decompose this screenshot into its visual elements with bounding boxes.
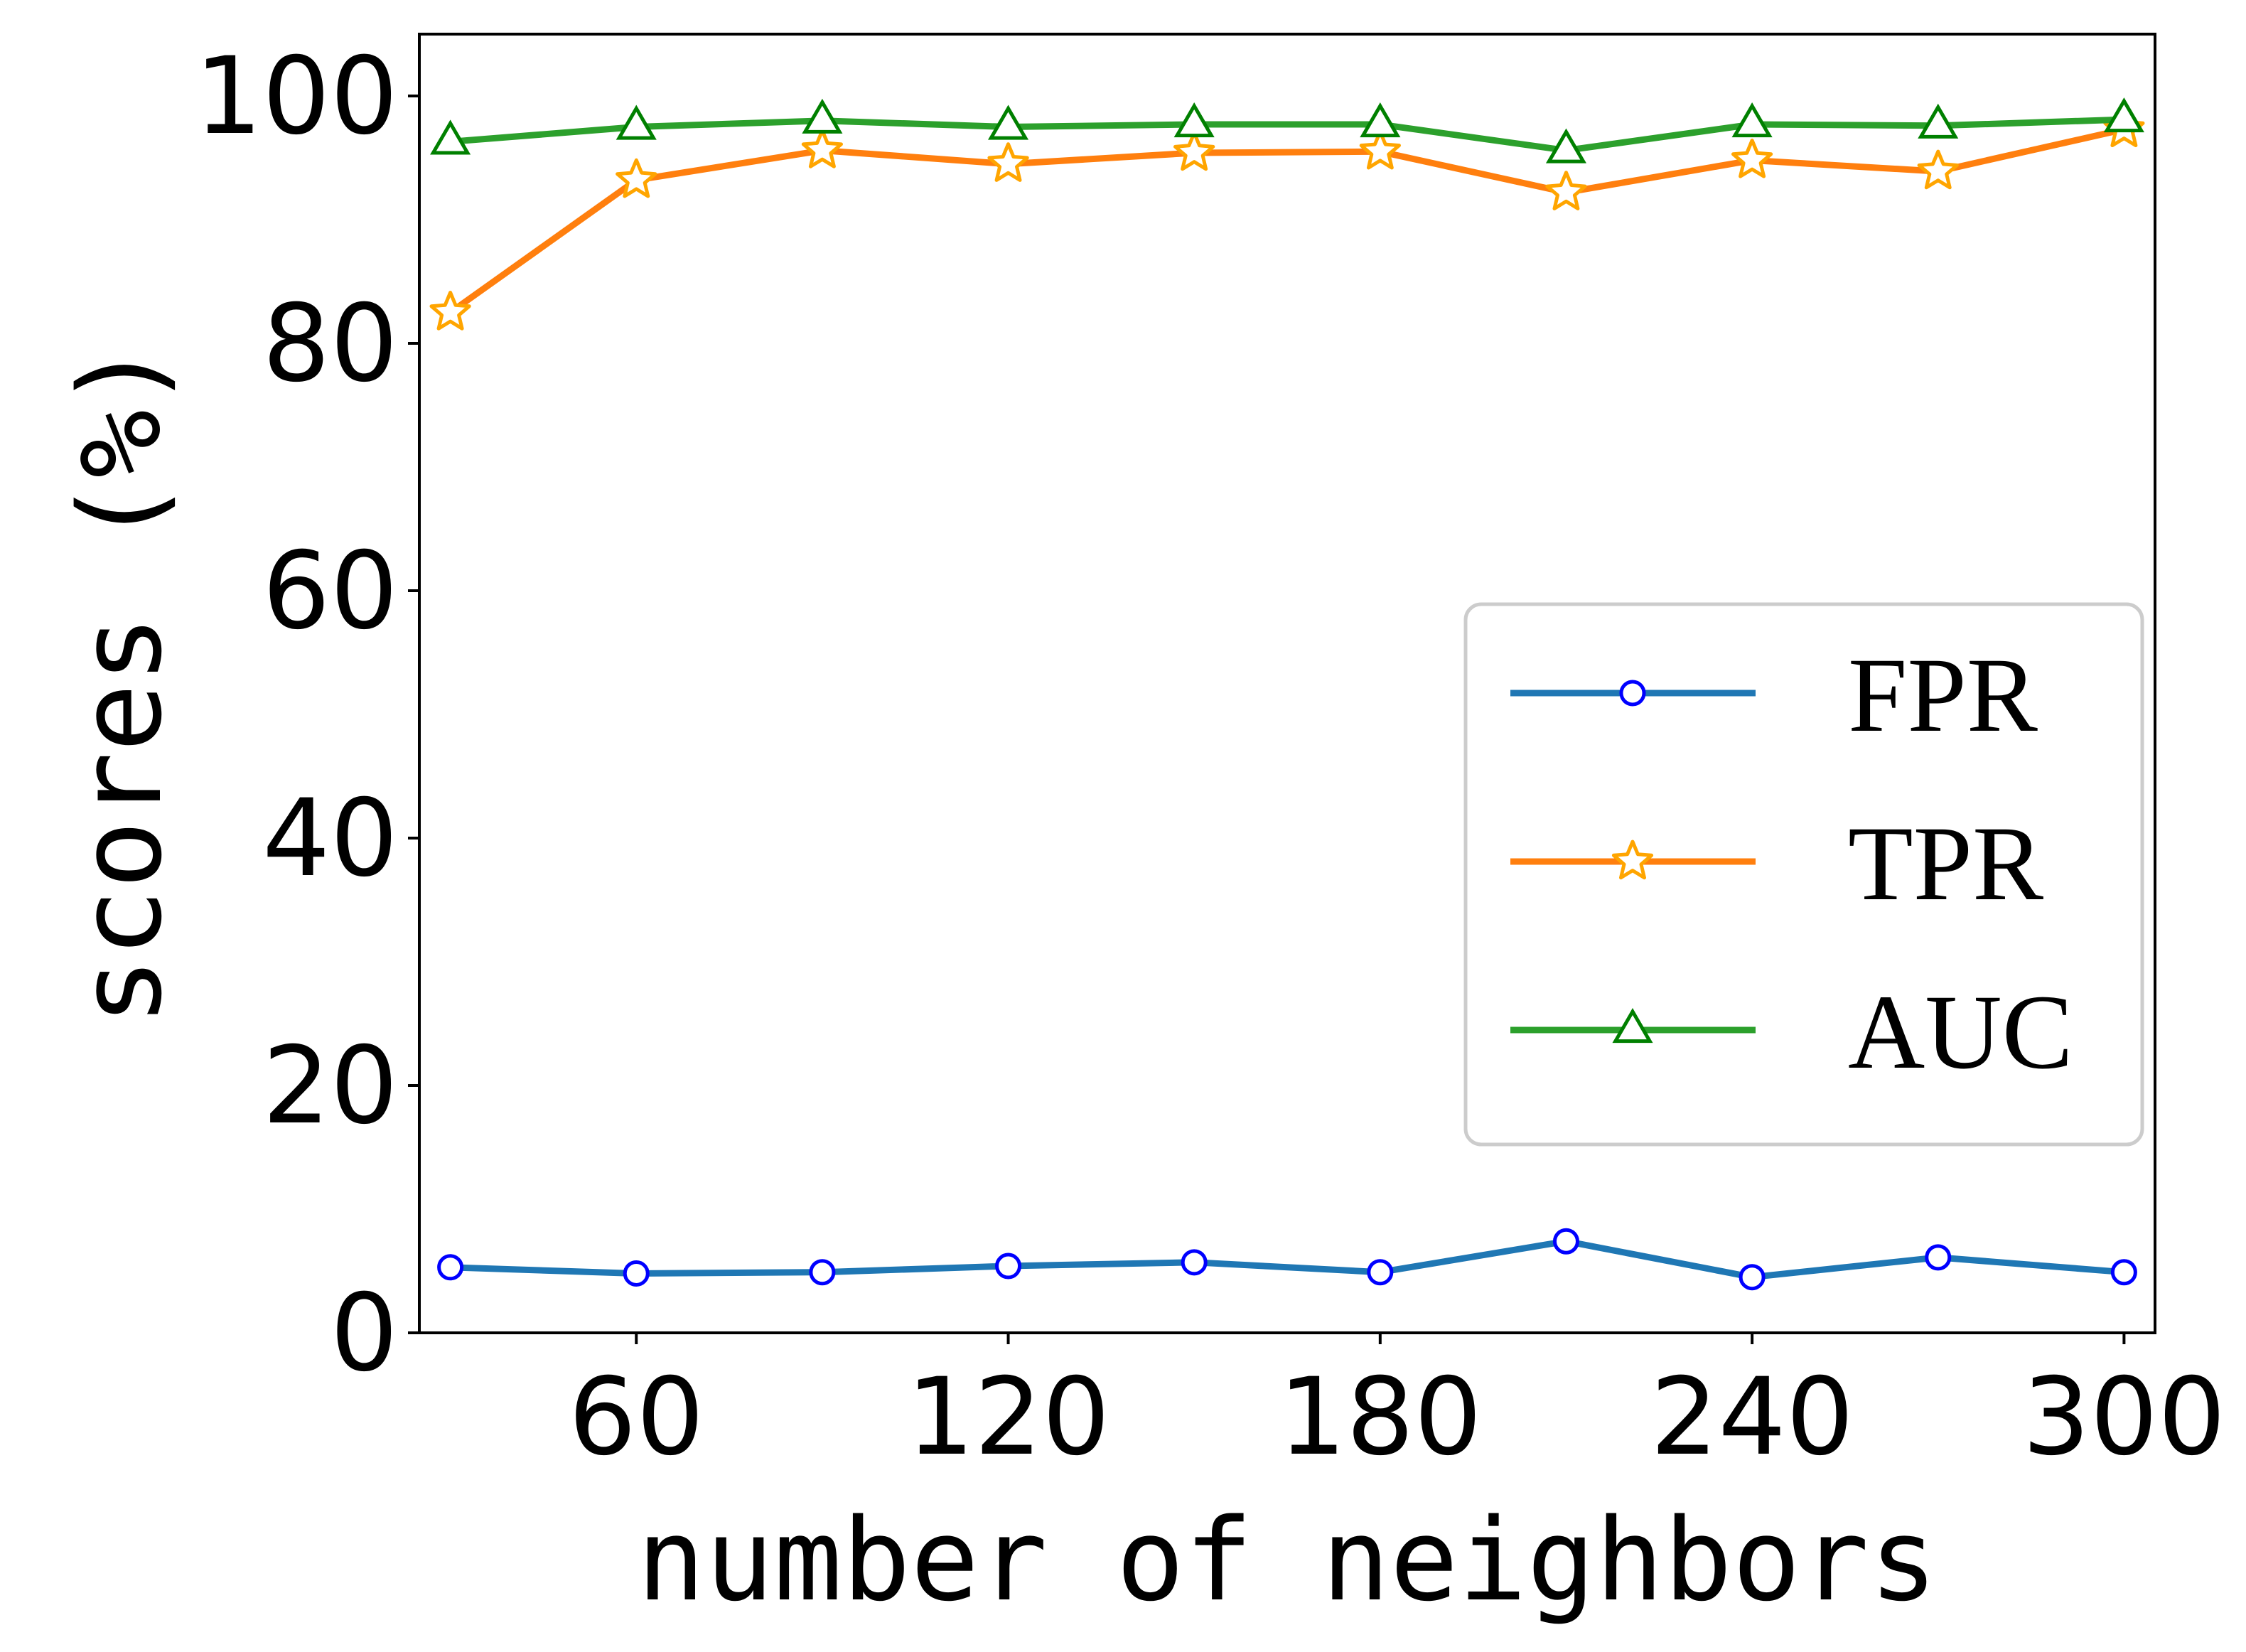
- data-point-auc: [1545, 128, 1586, 163]
- data-point-fpr: [2110, 1259, 2137, 1286]
- data-point-auc: [430, 119, 471, 155]
- legend-item-auc: AUC: [1510, 973, 2073, 1091]
- data-point-tpr: [987, 142, 1029, 182]
- data-point-fpr: [1739, 1264, 1766, 1291]
- plot-frame: [418, 33, 2156, 1334]
- data-point-auc: [802, 98, 843, 134]
- legend-marker-auc: [1612, 1008, 1653, 1044]
- data-point-tpr: [801, 129, 843, 168]
- data-point-auc: [616, 104, 657, 140]
- series-fpr: [437, 1228, 2137, 1291]
- y-axis-title: scores (%): [54, 341, 187, 1026]
- legend-label-fpr: FPR: [1848, 636, 2038, 754]
- data-point-fpr: [995, 1253, 1022, 1280]
- x-tick-label: 120: [906, 1356, 1109, 1479]
- y-tick-label: 20: [262, 1024, 398, 1148]
- series-line-auc: [450, 116, 2124, 154]
- series-tpr: [429, 107, 2145, 331]
- x-tick-label: 240: [1650, 1356, 1854, 1479]
- data-point-tpr: [616, 158, 657, 198]
- data-point-fpr: [809, 1259, 836, 1286]
- x-axis-title: number of neighbors: [637, 1493, 1938, 1626]
- series-layer: [429, 97, 2145, 1291]
- data-point-tpr: [1731, 139, 1773, 178]
- y-tick-label: 60: [262, 530, 398, 653]
- legend-item-fpr: FPR: [1510, 636, 2038, 754]
- data-point-fpr: [623, 1260, 650, 1287]
- data-point-auc: [1173, 102, 1215, 138]
- x-tick-label: 300: [2022, 1356, 2225, 1479]
- data-point-auc: [1731, 102, 1773, 138]
- data-point-auc: [2103, 97, 2144, 133]
- data-point-fpr: [1925, 1244, 1952, 1271]
- legend-marker-tpr: [1611, 840, 1654, 880]
- data-point-fpr: [1552, 1228, 1579, 1255]
- legend-label-auc: AUC: [1848, 973, 2073, 1091]
- x-tick-label: 180: [1279, 1356, 1482, 1479]
- data-point-fpr: [1367, 1259, 1394, 1286]
- data-point-fpr: [437, 1254, 464, 1281]
- x-tick-label: 60: [569, 1356, 704, 1479]
- y-tick-label: 100: [195, 35, 398, 159]
- legend-marker-fpr: [1619, 680, 1646, 707]
- legend-item-tpr: TPR: [1510, 805, 2043, 923]
- legend: FPR TPR AUC: [1463, 602, 2144, 1147]
- data-point-tpr: [1173, 131, 1215, 171]
- data-point-auc: [1360, 102, 1401, 138]
- y-tick-label: 40: [262, 777, 398, 901]
- series-line-tpr: [448, 126, 2125, 316]
- series-auc: [430, 97, 2144, 163]
- data-point-tpr: [1917, 149, 1959, 190]
- data-point-tpr: [1359, 129, 1401, 170]
- series-line-fpr: [450, 1238, 2124, 1281]
- y-tick-label: 0: [331, 1272, 398, 1395]
- y-tick-label: 80: [262, 282, 398, 406]
- data-point-auc: [988, 104, 1029, 140]
- data-point-tpr: [1545, 171, 1587, 210]
- legend-box: [1463, 602, 2144, 1147]
- axis-layer: 60 120 180 240 300 0 20 40 60 80 100: [195, 35, 2226, 1479]
- data-point-auc: [1918, 103, 1959, 139]
- legend-label-tpr: TPR: [1848, 805, 2043, 923]
- data-point-tpr: [429, 291, 471, 331]
- legend-items: FPR TPR AUC: [1510, 636, 2073, 1091]
- data-point-fpr: [1181, 1249, 1208, 1276]
